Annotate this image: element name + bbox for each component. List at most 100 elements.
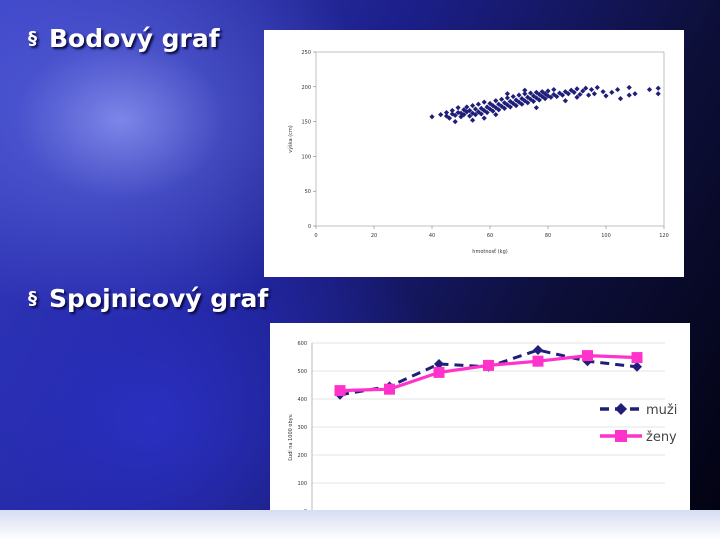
slide-bottom-bar	[0, 510, 720, 540]
scatter-point	[577, 91, 583, 98]
scatter-point	[525, 100, 531, 106]
scatter-x-tick-label: 40	[429, 233, 435, 239]
scatter-point	[510, 93, 516, 100]
scatter-points	[429, 84, 661, 125]
scatter-point	[583, 85, 589, 91]
scatter-point	[478, 111, 484, 117]
line-point-diamond	[533, 345, 543, 355]
scatter-point	[536, 91, 542, 98]
legend-diamond-icon	[615, 403, 627, 415]
scatter-point	[626, 84, 632, 91]
line-y-tick-label: 500	[297, 369, 307, 375]
scatter-point	[522, 98, 528, 104]
scatter-y-tick-label: 200	[301, 85, 311, 91]
scatter-point	[516, 92, 522, 98]
scatter-point	[533, 95, 539, 101]
scatter-point	[603, 93, 609, 99]
scatter-x-ticks: 0 20 40 60 80 100 120	[314, 226, 669, 239]
line-series	[334, 345, 643, 400]
scatter-point	[626, 92, 632, 98]
scatter-point	[545, 88, 551, 94]
scatter-chart: 0 50 100 150 200 250 0 20 40 60 80 100 120 hmotnosť…	[287, 50, 669, 255]
bullet-title-scatter: § Bodový graf	[28, 24, 220, 53]
scatter-point	[615, 86, 621, 93]
line-point-square	[433, 366, 445, 378]
scatter-point	[519, 101, 525, 107]
scatter-x-axis-title: hmotnosť (kg)	[472, 249, 507, 255]
scatter-point	[586, 92, 592, 98]
line-chart-panel: 0100200300400500600 19701975198019851990…	[270, 323, 690, 540]
scatter-point	[467, 107, 473, 114]
scatter-point	[493, 98, 499, 104]
scatter-point	[472, 106, 479, 112]
scatter-point	[470, 110, 476, 116]
line-point-square	[532, 355, 544, 367]
scatter-point	[501, 105, 508, 111]
scatter-point	[493, 105, 499, 111]
scatter-point	[455, 109, 461, 116]
scatter-point	[568, 87, 574, 93]
scatter-point	[443, 109, 450, 116]
scatter-point	[458, 110, 464, 116]
scatter-point	[574, 94, 580, 100]
scatter-point	[646, 86, 653, 93]
scatter-y-axis-title: výška (cm)	[287, 125, 294, 153]
scatter-x-tick-label: 80	[545, 233, 551, 239]
scatter-chart-panel: 0 50 100 150 200 250 0 20 40 60 80 100 120 hmotnosť…	[264, 30, 684, 277]
scatter-point	[438, 112, 444, 118]
scatter-point	[571, 89, 577, 95]
scatter-point	[554, 93, 560, 100]
scatter-point	[481, 115, 487, 121]
scatter-point	[496, 107, 502, 113]
scatter-point	[449, 107, 455, 114]
scatter-point	[501, 100, 508, 106]
scatter-x-tick-label: 60	[487, 233, 493, 239]
legend-label: ženy	[646, 430, 677, 445]
scatter-point	[542, 96, 548, 102]
scatter-x-tick-label: 100	[601, 233, 611, 239]
line-point-square	[334, 385, 346, 397]
legend-label: muži	[646, 403, 677, 418]
scatter-point	[617, 96, 624, 102]
scatter-point	[655, 85, 661, 91]
scatter-point	[519, 96, 525, 102]
scatter-point	[467, 113, 473, 119]
bullet-title-line: § Spojnicový graf	[28, 284, 268, 313]
line-point-square	[582, 350, 593, 362]
scatter-point	[513, 97, 519, 103]
scatter-x-tick-label: 0	[314, 233, 317, 239]
scatter-y-tick-label: 0	[308, 224, 311, 230]
scatter-point	[464, 104, 470, 110]
line-y-tick-label: 300	[297, 425, 307, 431]
bullet-marker-icon: §	[28, 28, 37, 49]
scatter-point	[557, 90, 563, 96]
scatter-point	[528, 96, 534, 102]
scatter-point	[464, 109, 470, 115]
scatter-y-tick-label: 150	[301, 120, 311, 126]
scatter-point	[551, 91, 557, 98]
line-point-square	[483, 359, 494, 371]
scatter-point	[528, 90, 534, 96]
scatter-point	[533, 89, 539, 95]
scatter-y-ticks: 0 50 100 150 200 250	[301, 50, 316, 230]
scatter-point	[655, 91, 661, 97]
scatter-point	[542, 91, 548, 97]
line-y-tick-label: 100	[297, 481, 307, 487]
scatter-y-tick-label: 100	[301, 154, 311, 160]
title-text: Spojnicový graf	[49, 284, 269, 313]
scatter-y-tick-label: 50	[305, 189, 311, 195]
line-point-diamond	[434, 359, 444, 369]
scatter-axes	[315, 51, 665, 227]
scatter-point	[484, 109, 490, 116]
line-chart: 0100200300400500600 19701975198019851990…	[287, 341, 677, 530]
scatter-point	[449, 111, 455, 117]
scatter-point	[452, 112, 458, 118]
bullet-marker-icon: §	[28, 288, 37, 309]
scatter-point	[533, 105, 539, 111]
scatter-point	[548, 94, 554, 100]
scatter-point	[600, 89, 606, 95]
scatter-point	[522, 87, 528, 93]
scatter-plot-area	[315, 51, 665, 227]
title-text: Bodový graf	[49, 24, 220, 53]
scatter-x-tick-label: 20	[371, 233, 377, 239]
